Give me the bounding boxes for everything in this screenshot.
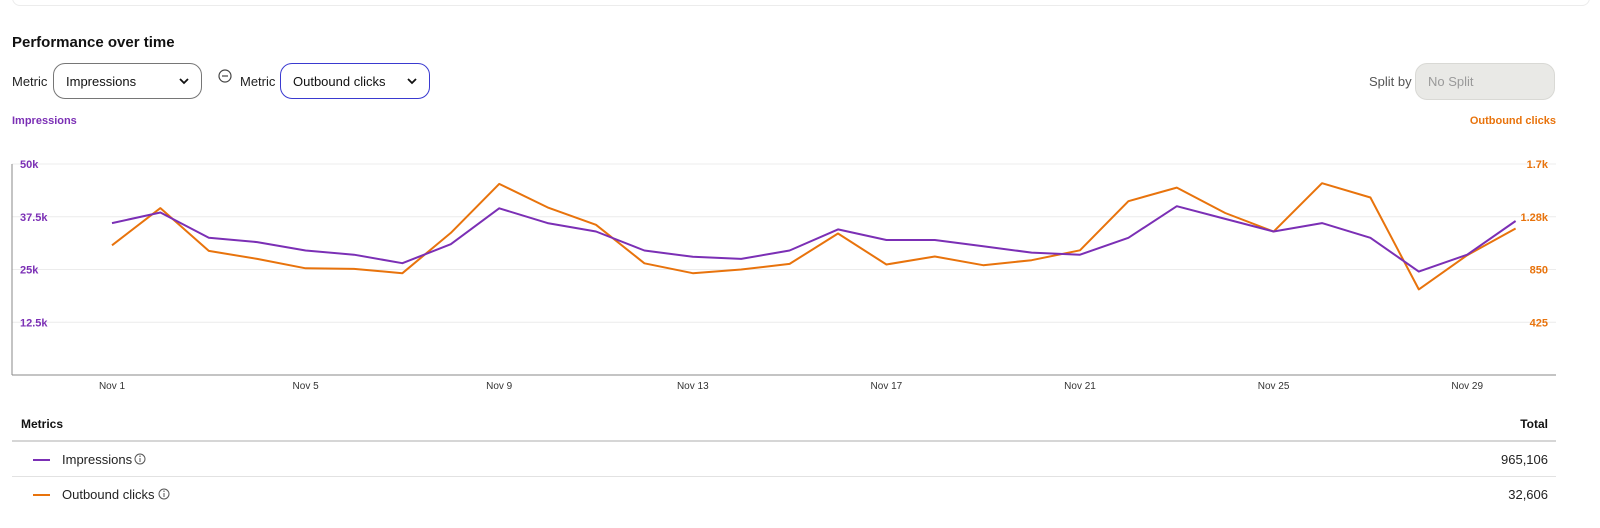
info-icon[interactable] [158,488,170,500]
left-axis-title: Impressions [12,115,77,127]
left-tick-label: 50k [20,159,39,171]
chevron-down-icon [407,78,417,85]
row-divider [12,476,1556,477]
metric2-select[interactable]: Outbound clicks [280,63,430,99]
outbound-total: 32,606 [1508,487,1548,502]
impressions-legend-swatch [33,459,50,461]
left-tick-label: 25k [20,265,39,277]
chevron-down-icon [179,78,189,85]
impressions-series-line [111,205,1517,273]
metric1-value: Impressions [66,73,137,89]
summary-card-edge [12,0,1590,6]
x-tick-label: Nov 29 [1451,381,1483,392]
right-axis-title: Outbound clicks [1469,115,1556,127]
right-tick-label: 850 [1530,265,1548,277]
split-by-select[interactable]: No Split [1415,63,1555,100]
impressions-row-label: Impressions [62,452,133,467]
x-tick-label: Nov 25 [1258,381,1290,392]
section-title: Performance over time [12,34,175,51]
x-tick-label: Nov 13 [677,381,709,392]
right-tick-label: 425 [1530,317,1548,329]
outbound-clicks-series-line [111,182,1517,291]
info-icon[interactable] [134,453,146,465]
split-by-value: No Split [1428,74,1474,89]
split-by-label: Split by [1369,74,1412,89]
x-tick-label: Nov 17 [871,381,903,392]
right-tick-label: 1.28k [1520,212,1548,224]
total-header: Total [1520,417,1548,431]
x-tick-label: Nov 5 [293,381,320,392]
metric1-select[interactable]: Impressions [53,63,202,99]
impressions-total: 965,106 [1501,452,1548,467]
right-tick-label: 1.7k [1527,159,1549,171]
metric1-label: Metric [12,74,48,89]
remove-metric-icon[interactable] [218,69,232,83]
table-header-divider [12,440,1556,442]
metrics-header: Metrics [21,417,64,431]
x-tick-label: Nov 9 [486,381,513,392]
metric2-value: Outbound clicks [293,73,386,89]
metric2-label: Metric [240,74,276,89]
left-tick-label: 12.5k [20,317,48,329]
left-tick-label: 37.5k [20,212,48,224]
performance-line-chart: 50k 37.5k 25k 12.5k 1.7k 1.28k 850 425 Nov 1 Nov … [11,159,1556,392]
outbound-legend-swatch [33,494,50,496]
x-tick-label: Nov 21 [1064,381,1096,392]
x-tick-label: Nov 1 [99,381,126,392]
outbound-row-label: Outbound clicks [62,487,155,502]
